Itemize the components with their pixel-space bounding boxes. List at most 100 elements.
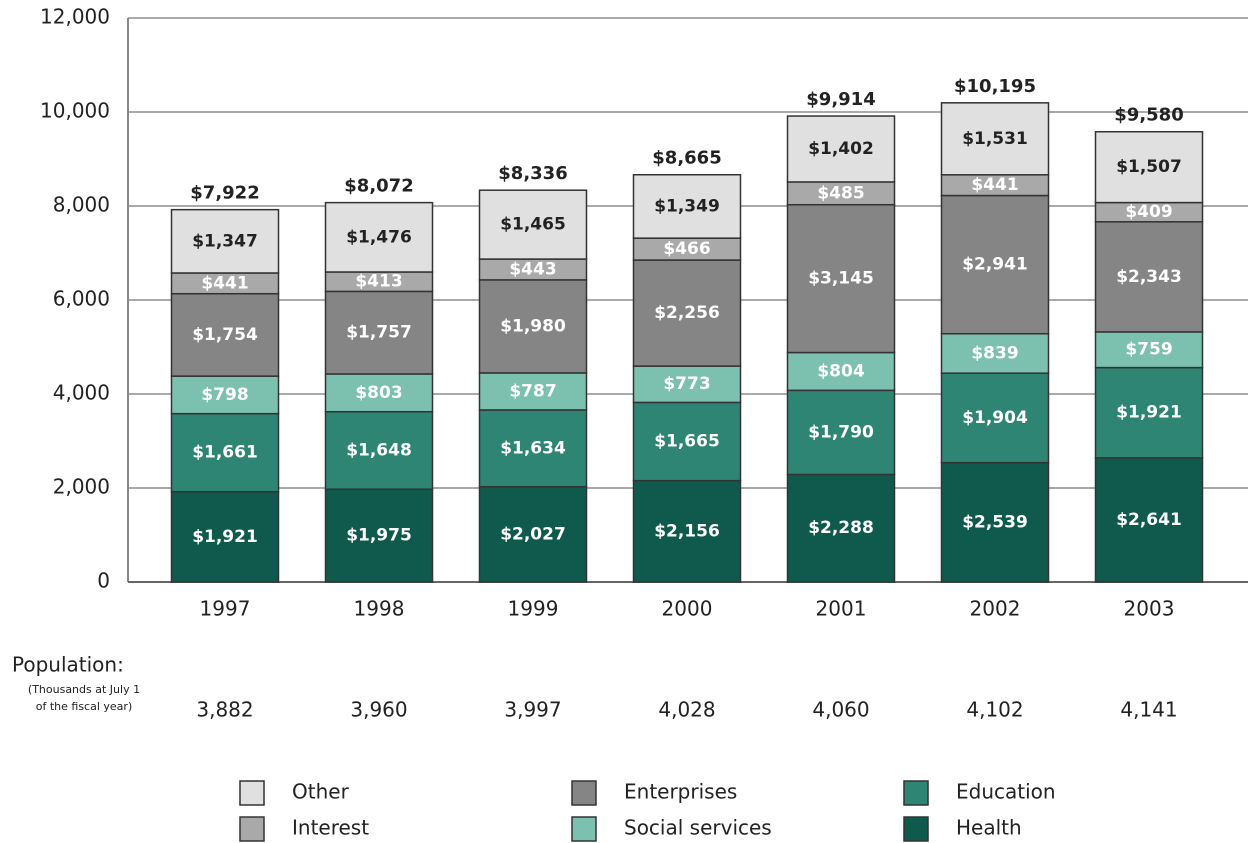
bar-segment — [940, 332, 1050, 374]
bar-segment — [786, 203, 896, 354]
value-label: $1,980 — [500, 316, 566, 336]
legend-label: Education — [956, 780, 1056, 804]
bar-segment — [1094, 221, 1204, 333]
value-label: $441 — [201, 273, 248, 293]
total-label: $7,922 — [190, 183, 259, 204]
bar-segment — [1094, 130, 1204, 204]
y-tick-label: 2,000 — [53, 475, 110, 499]
bar-segment — [324, 373, 434, 413]
value-label: $803 — [355, 383, 402, 403]
value-label: $2,156 — [654, 521, 720, 541]
bar-segment — [324, 488, 434, 583]
y-tick-label: 10,000 — [40, 99, 110, 123]
bar-segment — [940, 461, 1050, 583]
bar-segment — [632, 173, 742, 239]
x-tick-label: 1999 — [508, 597, 559, 621]
bar-segment — [940, 102, 1050, 176]
total-label: $8,072 — [344, 176, 413, 197]
population-value: 3,882 — [196, 698, 253, 722]
value-label: $1,476 — [346, 227, 412, 247]
bar-segment — [1094, 366, 1204, 459]
value-label: $1,975 — [346, 526, 412, 546]
value-label: $2,288 — [808, 518, 874, 538]
legend-label: Interest — [292, 816, 369, 840]
bar-segment — [786, 115, 896, 183]
legend-swatch — [239, 780, 265, 806]
legend-label: Enterprises — [624, 780, 737, 804]
value-label: $2,641 — [1116, 510, 1182, 530]
total-label: $9,580 — [1114, 105, 1183, 126]
x-tick-label: 1998 — [354, 597, 405, 621]
value-label: $2,027 — [500, 524, 566, 544]
bar-segment — [786, 473, 896, 583]
value-label: $1,904 — [962, 408, 1028, 428]
total-label: $10,195 — [954, 76, 1036, 97]
population-value: 4,028 — [658, 698, 715, 722]
legend-label: Health — [956, 816, 1022, 840]
value-label: $1,402 — [808, 139, 874, 159]
legend-label: Social services — [624, 816, 772, 840]
legend-swatch — [571, 780, 597, 806]
bar-segment — [324, 201, 434, 273]
value-label: $1,507 — [1116, 157, 1182, 177]
bar-segment — [632, 259, 742, 367]
value-label: $1,465 — [500, 215, 566, 235]
bar-segment — [632, 479, 742, 583]
y-tick-label: 4,000 — [53, 381, 110, 405]
value-label: $1,921 — [192, 527, 258, 547]
bar-segment — [170, 490, 280, 583]
x-tick-label: 2002 — [970, 597, 1021, 621]
total-label: $8,336 — [498, 163, 567, 184]
total-label: $8,665 — [652, 148, 721, 169]
value-label: $1,347 — [192, 231, 258, 251]
population-value: 3,960 — [350, 698, 407, 722]
value-label: $3,145 — [808, 269, 874, 289]
population-label: Population: — [12, 653, 124, 677]
bar-segment — [786, 389, 896, 476]
bar-segment — [478, 485, 588, 583]
x-tick-label: 2003 — [1124, 597, 1175, 621]
population-value: 4,102 — [966, 698, 1023, 722]
bar-segment — [1094, 331, 1204, 369]
bar-segment — [478, 189, 588, 260]
population-note: (Thousands at July 1 — [28, 683, 140, 696]
value-label: $485 — [817, 183, 864, 203]
population-value: 3,997 — [504, 698, 561, 722]
value-label: $804 — [817, 361, 864, 381]
legend-swatch — [571, 816, 597, 842]
bar-segment — [478, 409, 588, 488]
x-tick-label: 1997 — [200, 597, 251, 621]
bar-segment — [170, 412, 280, 493]
y-tick-label: 12,000 — [40, 5, 110, 29]
value-label: $1,665 — [654, 432, 720, 452]
value-label: $787 — [509, 381, 556, 401]
bar-segment — [170, 208, 280, 274]
population-value: 4,060 — [812, 698, 869, 722]
value-label: $2,256 — [654, 303, 720, 323]
value-label: $466 — [663, 239, 710, 259]
bar-segment — [478, 372, 588, 411]
value-label: $1,349 — [654, 196, 720, 216]
bar-segment — [632, 401, 742, 482]
population-note: of the fiscal year) — [36, 700, 132, 713]
bar-segment — [324, 410, 434, 490]
bar-segment — [170, 292, 280, 377]
legend-swatch — [903, 780, 929, 806]
population-value: 4,141 — [1120, 698, 1177, 722]
value-label: $1,754 — [192, 325, 258, 345]
value-label: $1,531 — [962, 129, 1028, 149]
value-label: $798 — [201, 385, 248, 405]
value-label: $839 — [971, 343, 1018, 363]
y-tick-label: 8,000 — [53, 193, 110, 217]
value-label: $2,539 — [962, 512, 1028, 532]
legend-swatch — [903, 816, 929, 842]
value-label: $1,648 — [346, 440, 412, 460]
value-label: $1,634 — [500, 438, 566, 458]
x-tick-label: 2000 — [662, 597, 713, 621]
value-label: $409 — [1125, 202, 1172, 222]
legend-label: Other — [292, 780, 350, 804]
x-tick-label: 2001 — [816, 597, 867, 621]
legend-swatch — [239, 816, 265, 842]
value-label: $2,941 — [962, 255, 1028, 275]
